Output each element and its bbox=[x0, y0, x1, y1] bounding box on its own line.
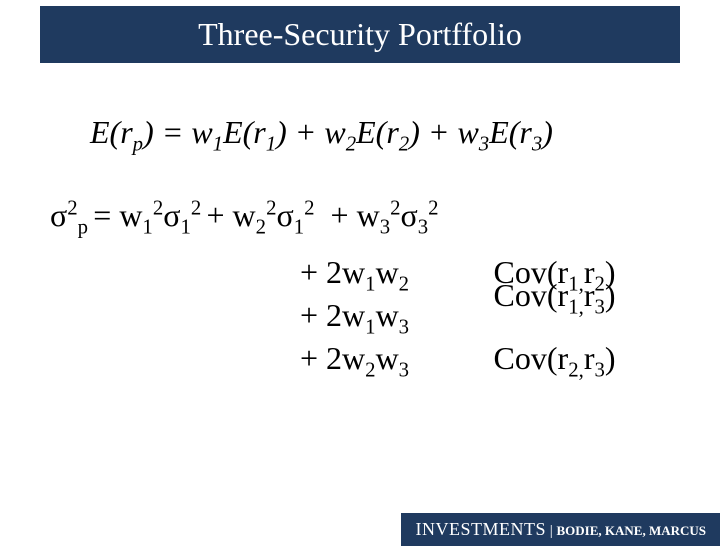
cov-term-3-coef: + 2w2w3 bbox=[300, 340, 464, 377]
variance-equation-line1: σ2p = w12σ12 + w22σ12 + w32σ32 bbox=[50, 191, 670, 239]
footer-authors: BODIE, KANE, MARCUS bbox=[556, 523, 706, 538]
expected-return-equation: E(rp) = w1E(r1) + w2E(r2) + w3E(r3) bbox=[50, 108, 670, 156]
footer-brand: INVESTMENTS bbox=[415, 519, 546, 539]
footer-separator: | bbox=[546, 523, 557, 539]
covariance-terms: + 2w1w2 Cov(r1,r2) + 2w1w3 Cov(r1,r3) + … bbox=[300, 254, 670, 377]
slide-title: Three-Security Portffolio bbox=[40, 6, 680, 63]
cov-term-2-coef: + 2w1w3 bbox=[300, 297, 464, 334]
footer-bar: INVESTMENTS | BODIE, KANE, MARCUS bbox=[401, 513, 720, 546]
cov-term-1-coef: + 2w1w2 bbox=[300, 254, 464, 291]
slide-content: E(rp) = w1E(r1) + w2E(r2) + w3E(r3) σ2p … bbox=[0, 63, 720, 377]
cov-term-2-cov: Cov(r1,r3) bbox=[494, 277, 670, 314]
cov-term-3-cov: Cov(r2,r3) bbox=[494, 340, 670, 377]
